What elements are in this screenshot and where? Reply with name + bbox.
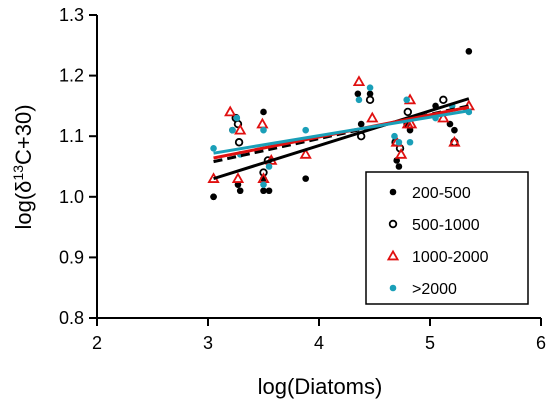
data-point-series-4 bbox=[265, 163, 273, 170]
data-point-series-3 bbox=[234, 123, 247, 135]
data-point-series-4 bbox=[260, 126, 267, 134]
data-point-series-1 bbox=[265, 187, 273, 195]
data-point-series-1 bbox=[210, 193, 217, 201]
data-point-series-4 bbox=[233, 114, 241, 122]
data-point-series-1 bbox=[395, 163, 403, 170]
data-point-series-3 bbox=[299, 147, 312, 159]
data-point-series-4 bbox=[355, 96, 363, 104]
y-tick-label: 1.3 bbox=[59, 5, 84, 25]
y-axis-title-superscript: 13 bbox=[10, 165, 26, 181]
x-axis-ticks: 2 3 4 5 6 bbox=[92, 318, 546, 353]
data-point-series-4 bbox=[260, 181, 267, 188]
data-point-series-3 bbox=[394, 147, 408, 159]
y-axis-title-suffix: C+30) bbox=[11, 104, 36, 165]
data-point-series-1 bbox=[465, 48, 473, 55]
x-axis-title: log(Diatoms) bbox=[258, 374, 383, 399]
data-point-series-2 bbox=[234, 138, 244, 147]
axes: 2 3 4 5 6 0.8 0.9 1.0 1.1 1.2 1.3 bbox=[59, 5, 546, 353]
y-axis-ticks: 0.8 0.9 1.0 1.1 1.2 1.3 bbox=[59, 5, 97, 328]
legend-label-series-3: 1000-2000 bbox=[412, 249, 489, 266]
data-point-series-4 bbox=[210, 145, 217, 152]
y-tick-label: 0.8 bbox=[59, 308, 84, 328]
legend-label-series-1: 200-500 bbox=[412, 185, 471, 202]
data-point-series-2 bbox=[439, 95, 448, 105]
data-point-series-1 bbox=[234, 181, 242, 188]
y-tick-label: 1.1 bbox=[59, 126, 84, 146]
y-tick-label: 0.9 bbox=[59, 247, 84, 267]
x-tick-label: 5 bbox=[425, 333, 435, 353]
legend-marker-series-4 bbox=[389, 284, 397, 292]
data-point-series-2 bbox=[259, 168, 268, 177]
data-point-series-1 bbox=[236, 187, 244, 195]
legend-marker-series-2 bbox=[388, 219, 398, 229]
trend-line-series-4 bbox=[213, 109, 470, 155]
data-point-series-4 bbox=[403, 96, 410, 104]
data-point-series-1 bbox=[354, 90, 362, 98]
trend-line-series-1 bbox=[213, 97, 470, 181]
data-point-series-1 bbox=[451, 126, 458, 134]
legend-marker-series-3 bbox=[386, 249, 400, 261]
data-point-series-3 bbox=[256, 117, 269, 129]
legend-marker-series-1 bbox=[389, 188, 397, 196]
data-point-series-3 bbox=[448, 135, 461, 147]
data-point-series-3 bbox=[437, 111, 450, 123]
legend: 200-500 500-1000 1000-2000 >2000 bbox=[365, 171, 529, 305]
y-tick-label: 1.0 bbox=[59, 187, 84, 207]
data-point-series-4 bbox=[395, 138, 403, 146]
x-tick-label: 4 bbox=[314, 333, 324, 353]
data-point-series-3 bbox=[366, 111, 379, 123]
data-point-series-3 bbox=[404, 117, 418, 129]
legend-label-series-2: 500-1000 bbox=[412, 217, 480, 234]
data-point-series-2 bbox=[365, 95, 375, 105]
data-point-series-4 bbox=[366, 84, 374, 92]
legend-items: 200-500 500-1000 1000-2000 >2000 bbox=[386, 185, 489, 298]
data-point-series-1 bbox=[357, 120, 365, 128]
data-point-series-1 bbox=[406, 126, 414, 134]
data-point-series-4 bbox=[406, 138, 414, 146]
data-point-series-3 bbox=[352, 75, 366, 87]
data-point-series-3 bbox=[224, 105, 237, 117]
data-point-series-4 bbox=[302, 126, 309, 134]
legend-label-series-4: >2000 bbox=[412, 281, 457, 298]
data-point-series-1 bbox=[302, 175, 309, 182]
y-axis-title: log(δ13C+30) bbox=[10, 104, 36, 229]
y-axis-title-prefix: log(δ bbox=[11, 181, 36, 230]
data-point-series-1 bbox=[393, 157, 401, 164]
data-point-series-1 bbox=[260, 108, 267, 116]
data-point-series-3 bbox=[231, 172, 245, 183]
trend-lines bbox=[213, 97, 470, 181]
data-point-series-4 bbox=[391, 132, 398, 140]
data-point-series-1 bbox=[366, 90, 374, 98]
x-tick-label: 6 bbox=[536, 333, 546, 353]
x-tick-label: 3 bbox=[203, 333, 213, 353]
data-point-series-1 bbox=[446, 120, 454, 128]
data-point-series-1 bbox=[260, 187, 267, 195]
y-tick-label: 1.2 bbox=[59, 66, 84, 86]
data-point-series-2 bbox=[403, 107, 412, 117]
data-point-series-4 bbox=[229, 126, 236, 134]
x-tick-label: 2 bbox=[92, 333, 102, 353]
